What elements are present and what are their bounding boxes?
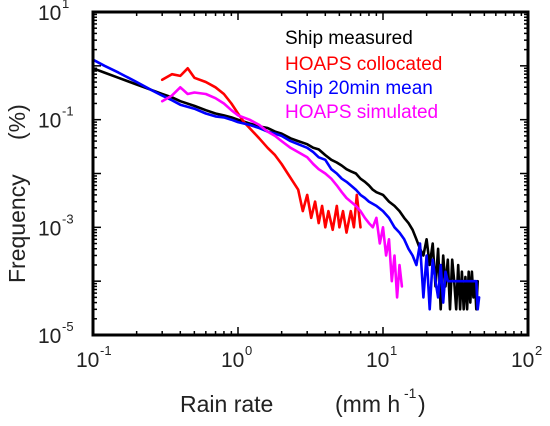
y-tick-label-base: 10 (38, 110, 61, 133)
x-tick-label-base: 10 (366, 349, 389, 372)
series-layer (91, 58, 481, 311)
x-tick-label-base: 10 (76, 349, 99, 372)
y-tick-label: 10 -3 (38, 211, 74, 240)
y-tick-label-exp: -5 (62, 319, 74, 334)
legend: Ship measured HOAPS collocated Ship 20mi… (285, 28, 442, 123)
y-tick-label: 10 1 (38, 0, 69, 25)
legend-entry-ship-measured: Ship measured (285, 28, 413, 49)
x-tick-label-exp: 1 (390, 343, 397, 358)
y-axis-label-main: Frequency (4, 174, 30, 283)
x-axis-label-unit-exp: -1 (404, 385, 417, 401)
y-tick-label-exp: 1 (62, 0, 69, 11)
y-axis-label-unit: (%) (4, 104, 30, 140)
x-axis-label: Rain rate (mm h -1 ) (180, 385, 426, 417)
y-tick-label-exp: -3 (62, 211, 74, 226)
x-tick-label: 10 2 (511, 343, 542, 372)
x-tick-label: 10 -1 (76, 343, 112, 372)
series-line-ship-20min-mean (91, 58, 481, 311)
series-line-hoaps-collocated (160, 67, 362, 234)
x-tick-label-exp: 0 (245, 343, 252, 358)
x-tick-label-exp: -1 (100, 343, 112, 358)
y-tick-label: 10 -1 (38, 104, 74, 133)
x-axis-label-unit: (mm h (335, 391, 400, 417)
y-tick-label-exp: -1 (62, 104, 74, 119)
x-tick-label: 10 0 (221, 343, 252, 372)
x-tick-label-base: 10 (511, 349, 534, 372)
x-tick-label-exp: 2 (535, 343, 542, 358)
legend-entry-ship-20min-mean: Ship 20min mean (285, 78, 433, 99)
series-line-ship-measured (91, 67, 479, 311)
y-tick-label-base: 10 (38, 217, 61, 240)
legend-entry-hoaps-collocated: HOAPS collocated (285, 54, 442, 75)
y-axis-label: Frequency (%) (4, 104, 30, 283)
series-line-hoaps-simulated (160, 86, 404, 299)
x-tick-label: 10 1 (366, 343, 397, 372)
y-tick-label-base: 10 (38, 2, 61, 25)
y-tick-label-base: 10 (38, 325, 61, 348)
x-axis-label-unit-close: ) (418, 391, 426, 417)
y-tick-label: 10 -5 (38, 319, 74, 348)
x-axis-label-main: Rain rate (180, 391, 273, 417)
x-tick-label-base: 10 (221, 349, 244, 372)
legend-entry-hoaps-simulated: HOAPS simulated (285, 102, 438, 123)
ticks-layer: 10 -1 10 0 10 1 10 210 -510 -310 -110 1 (38, 0, 542, 372)
